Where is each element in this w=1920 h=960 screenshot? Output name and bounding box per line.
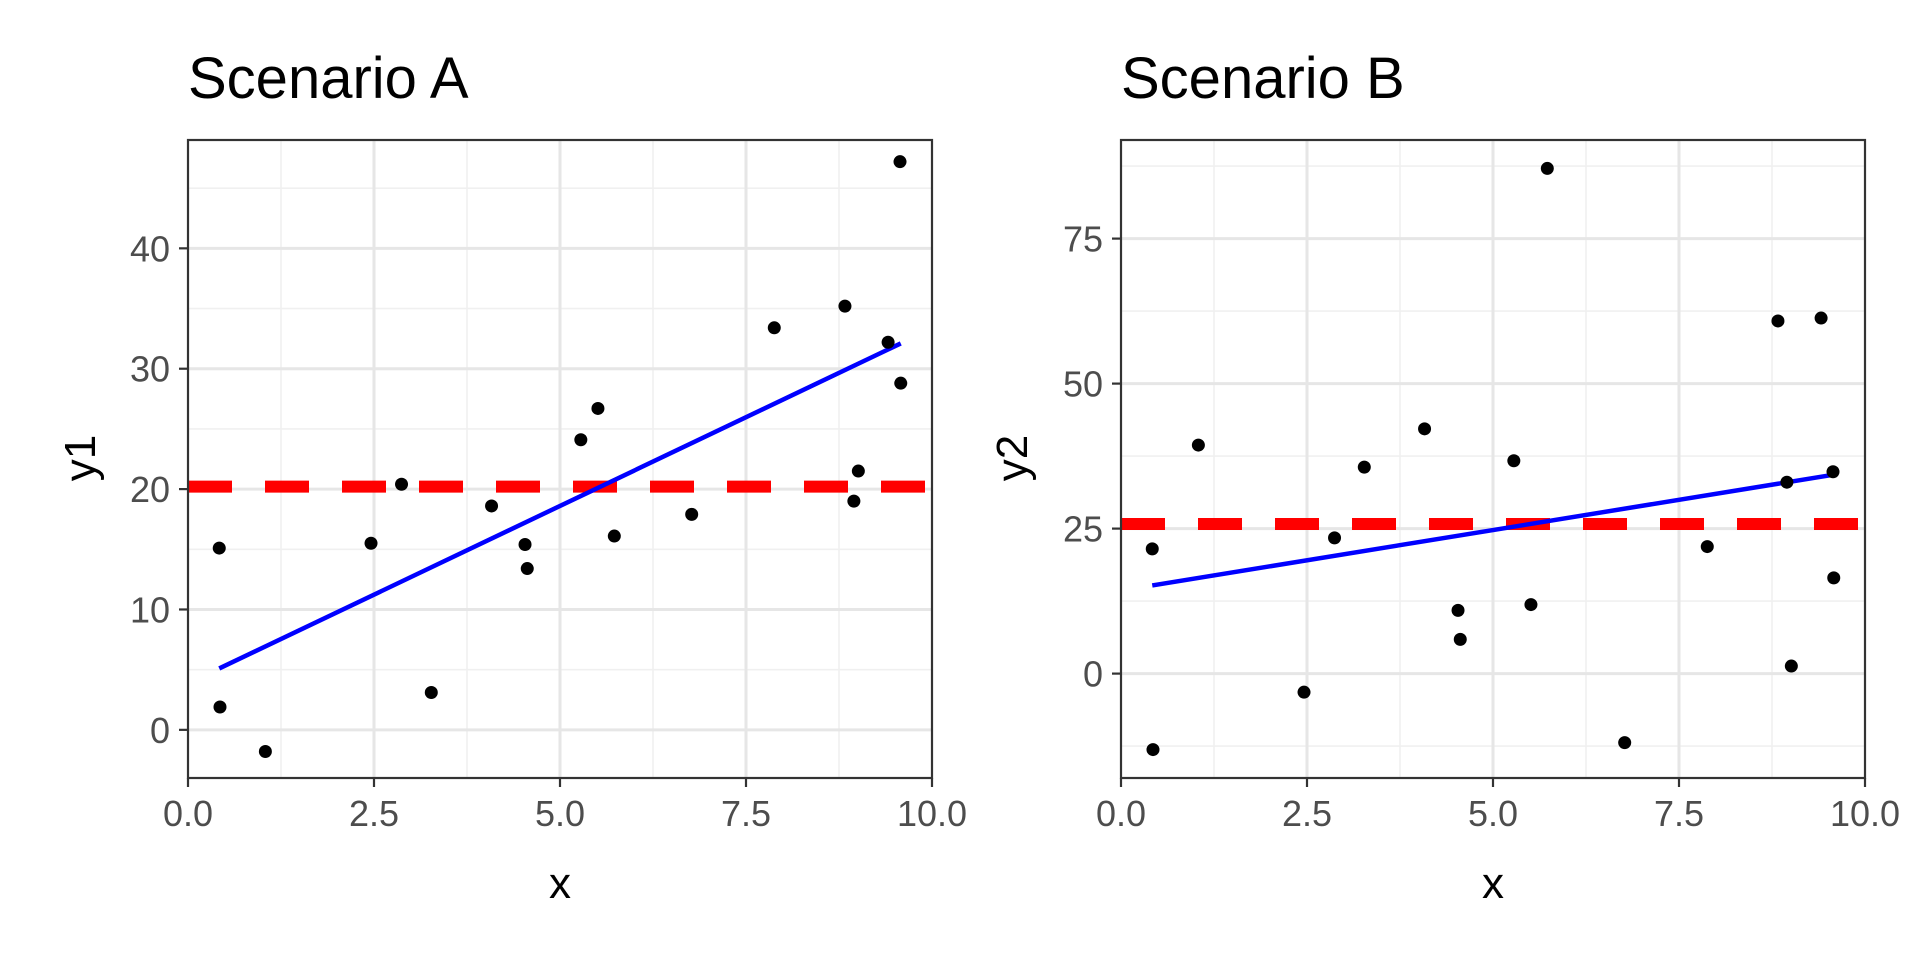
data-point [1418,422,1432,436]
data-point [1524,598,1538,612]
y-tick-label: 40 [130,228,170,269]
data-point [591,401,605,415]
x-tick-label: 10.0 [897,793,967,834]
fit-line [218,341,902,671]
data-point [1771,314,1785,328]
data-point [518,537,532,551]
data-point [520,562,534,576]
data-point [424,686,438,700]
data-point [1826,465,1840,479]
data-point [838,299,852,313]
data-point [1784,659,1798,673]
data-point [1780,475,1794,489]
y-tick-label: 30 [130,349,170,390]
y-tick-label: 50 [1063,364,1103,405]
y-tick-label: 20 [130,469,170,510]
data-point [894,376,908,390]
data-point [1145,542,1159,556]
data-point [893,155,907,169]
data-point [258,745,272,759]
x-tick-label: 5.0 [1468,793,1518,834]
data-point [685,507,699,521]
y-tick-label: 0 [150,710,170,751]
data-point [1540,161,1554,175]
data-point [607,529,621,543]
y-axis-title: y1 [56,435,105,481]
data-point [1814,311,1828,325]
panel-scenario-b: Scenario B x y2 0.0 2.5 5.0 7.5 10.0 0 25 50 75 [988,46,1900,908]
data-point [574,433,588,447]
x-tick-label: 5.0 [535,793,585,834]
data-point [395,477,409,491]
data-point [213,700,227,714]
fit-line [1151,472,1835,588]
panel-title: Scenario A [188,46,469,111]
data-point [767,321,781,335]
data-point [1328,531,1342,545]
y-tick-label: 75 [1063,219,1103,260]
y-axis-title: y2 [988,435,1037,481]
x-tick-label: 0.0 [163,793,213,834]
data-point [1453,632,1467,646]
x-tick-label: 7.5 [1654,793,1704,834]
data-point [1297,685,1311,699]
data-point [485,499,499,513]
x-tick-label: 7.5 [721,793,771,834]
x-axis-title: x [549,859,571,908]
data-point [1451,603,1465,617]
data-point [1357,460,1371,474]
data-point [1618,736,1632,750]
data-point [1146,743,1160,757]
x-tick-label: 10.0 [1830,793,1900,834]
data-point [881,335,895,349]
x-tick-label: 2.5 [1282,793,1332,834]
plot-area [188,140,932,778]
data-point [212,541,226,555]
y-tick-label: 10 [130,589,170,630]
data-point [364,536,378,550]
data-point [847,494,861,508]
data-point [1191,438,1205,452]
x-axis-title: x [1482,859,1504,908]
data-point [1507,454,1521,468]
panel-title: Scenario B [1121,46,1405,111]
data-point [1700,540,1714,554]
y-tick-label: 25 [1063,509,1103,550]
x-tick-label: 2.5 [349,793,399,834]
data-point [1827,571,1841,585]
y-tick-label: 0 [1083,654,1103,695]
data-point [851,464,865,478]
panel-scenario-a: Scenario A x y1 0.0 2.5 5.0 7.5 10.0 0 10 20 30 4… [56,46,967,908]
plot-area [1121,140,1865,778]
x-tick-label: 0.0 [1096,793,1146,834]
